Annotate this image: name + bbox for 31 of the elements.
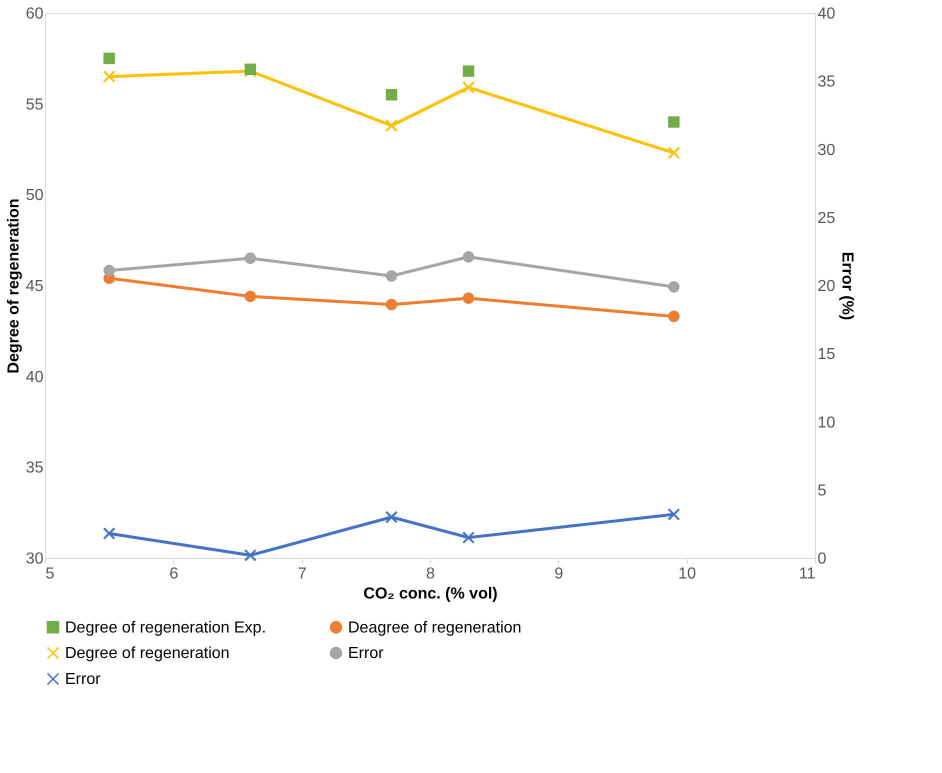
y-tick-label: 55 xyxy=(26,96,44,114)
y-tick-label: 40 xyxy=(26,368,44,386)
y2-tick-label: 10 xyxy=(818,414,836,432)
legend-label: Degree of regeneration xyxy=(65,645,230,662)
legend-label: Error xyxy=(348,645,384,662)
y2-tick-label: 25 xyxy=(818,210,836,227)
x-tick-label: 11 xyxy=(798,566,816,582)
x-tick-label: 6 xyxy=(169,566,178,582)
y2-tick-label: 20 xyxy=(818,278,836,295)
x-tick-label: 10 xyxy=(678,566,696,582)
y2-tick-label: 30 xyxy=(818,142,836,159)
x-tick-label: 8 xyxy=(426,566,436,582)
y-axis-title: Degree of regeneration xyxy=(6,198,23,374)
y-tick-label: 45 xyxy=(26,278,44,295)
legend-label: Degree of regeneration Exp. xyxy=(65,619,266,636)
y-tick-label: 35 xyxy=(26,460,44,477)
y2-axis-title: Error (%) xyxy=(838,252,856,320)
y2-tick-label: 40 xyxy=(818,6,836,22)
legend-label: Deagree of regeneration xyxy=(348,619,522,636)
x-tick-label: 9 xyxy=(554,566,564,582)
legend-label: Error xyxy=(65,671,102,688)
y2-tick-label: 35 xyxy=(818,74,836,91)
y-tick-label: 30 xyxy=(26,550,44,568)
y-tick-label: 50 xyxy=(26,187,44,204)
y2-tick-label: 15 xyxy=(818,346,836,364)
x-tick-label: 5 xyxy=(46,566,54,582)
y2-tick-label: 5 xyxy=(818,482,826,500)
y2-tick-label: 0 xyxy=(818,550,826,568)
x-tick-label: 7 xyxy=(298,566,307,582)
y-tick-label: 60 xyxy=(26,6,44,22)
x-axis-title: CO₂ conc. (% vol) xyxy=(363,586,498,602)
